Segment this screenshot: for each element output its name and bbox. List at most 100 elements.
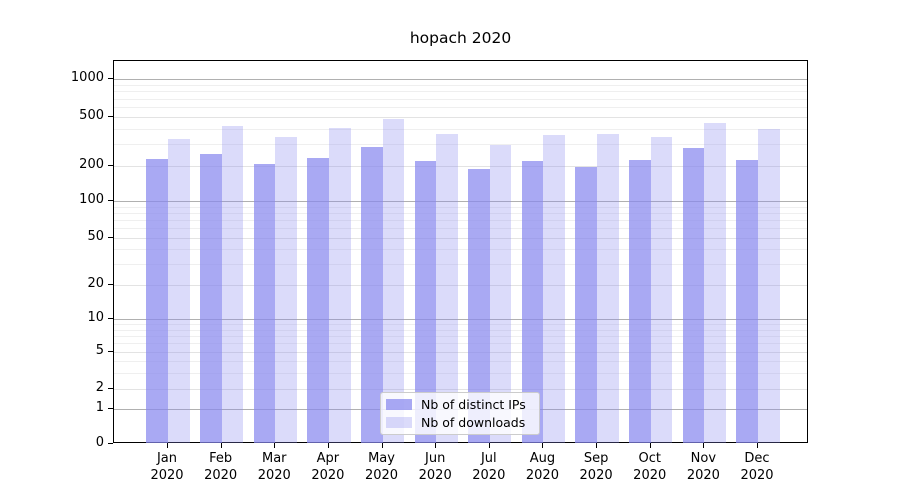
bar-nb-of-downloads-jul [489,144,512,443]
x-tick [756,443,758,448]
bar-nb-of-downloads-nov [704,122,726,443]
legend-swatch-downloads [386,417,412,428]
y-tick [108,237,113,238]
bar-nb-of-downloads-may [382,118,405,443]
plot-area [113,60,808,443]
bar-nb-of-downloads-mar [275,136,297,443]
gridline-minor [114,324,807,326]
y-tick-label: 2 [95,380,104,395]
gridline-minor [114,206,807,208]
bar-nb-of-downloads-sep [597,133,619,443]
bar-nb-of-downloads-jan [168,139,190,443]
chart-title: hopach 2020 [409,29,512,47]
gridline-minor [114,372,807,374]
x-tick-label: Jun 2020 [407,451,463,484]
legend-label-downloads: Nb of downloads [421,415,526,430]
x-tick-year: 2020 [150,467,184,483]
y-tick [108,408,113,409]
legend-row-downloads: Nb of downloads [386,415,531,430]
y-tick-label: 500 [79,108,104,123]
gridline-minor [114,249,807,251]
gridline-minor [114,361,807,362]
x-tick-label: Mar 2020 [246,451,302,484]
legend-row-distinct-ips: Nb of distinct IPs [386,397,531,412]
y-tick-label: 20 [87,276,104,291]
x-tick-year: 2020 [204,467,238,483]
bar-nb-of-distinct-ips-nov [682,147,705,443]
bar-nb-of-distinct-ips-jan [146,158,168,443]
x-tick-label: Feb 2020 [193,451,249,484]
gridline-decade [114,79,807,80]
gridline-minor [114,343,807,345]
y-tick-label: 100 [79,192,104,207]
gridline-minor [114,329,807,331]
x-tick-year: 2020 [364,467,399,483]
gridline-minor [114,264,807,266]
gridline-major [114,238,807,239]
x-tick-year: 2020 [418,467,452,483]
x-tick [167,443,168,448]
x-tick-year: 2020 [311,467,345,483]
y-tick [108,443,113,444]
gridline-major [114,166,807,167]
y-tick [108,200,113,201]
y-tick-label: 1000 [70,70,104,85]
gridline-minor [114,84,807,86]
bar-nb-of-distinct-ips-jul [468,168,490,443]
gridline-minor [114,144,807,146]
gridline-minor [114,128,807,130]
x-tick-label: Aug 2020 [514,451,570,484]
x-tick [435,443,437,448]
x-tick-label: Jul 2020 [461,451,517,484]
x-tick-label: Jan 2020 [139,451,195,484]
x-tick-label: Oct 2020 [622,451,678,484]
bar-nb-of-downloads-dec [757,129,780,443]
gridline-minor [114,220,807,222]
y-tick-label: 1 [95,400,104,415]
y-tick [108,284,113,285]
x-tick-year: 2020 [525,467,559,483]
gridline-minor [114,107,807,108]
bar-nb-of-distinct-ips-feb [200,154,222,443]
y-tick-label: 200 [79,157,104,172]
bar-nb-of-distinct-ips-oct [629,159,651,443]
y-tick-label: 0 [95,435,104,450]
gridline-minor [114,335,807,337]
y-tick [108,318,113,319]
x-tick-label: Sep 2020 [568,451,624,484]
bar-nb-of-distinct-ips-aug [521,161,544,443]
x-tick-label: May 2020 [354,451,410,484]
x-tick [220,443,222,448]
bar-nb-of-downloads-feb [221,125,244,443]
x-tick [274,443,276,448]
x-tick [542,443,544,448]
x-tick [381,443,383,448]
gridline-major [114,285,807,286]
y-tick [108,116,113,117]
y-tick [108,165,113,166]
x-tick-year: 2020 [740,467,774,483]
x-tick-year: 2020 [579,467,613,483]
x-tick [327,443,329,448]
bar-nb-of-distinct-ips-may [360,147,383,443]
x-tick [649,443,651,448]
x-tick-year: 2020 [633,467,667,483]
x-tick [703,443,705,448]
x-tick-year: 2020 [472,467,506,483]
bar-nb-of-distinct-ips-jun [414,160,437,443]
y-tick [108,388,113,389]
bar-nb-of-downloads-aug [543,134,566,443]
x-tick-label: Apr 2020 [300,451,356,484]
x-tick-year: 2020 [257,467,291,483]
x-tick-label: Dec 2020 [729,451,785,484]
bar-nb-of-distinct-ips-mar [253,164,276,443]
y-tick [108,78,113,79]
bar-nb-of-downloads-oct [650,137,673,443]
y-tick [108,351,113,352]
x-tick-label: Nov 2020 [675,451,731,484]
gridline-minor [114,98,807,100]
gridline-major [114,352,807,353]
bar-nb-of-distinct-ips-dec [736,160,758,443]
x-tick [488,443,490,448]
bar-nb-of-distinct-ips-sep [575,167,598,443]
